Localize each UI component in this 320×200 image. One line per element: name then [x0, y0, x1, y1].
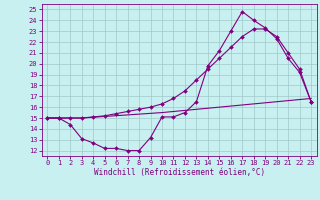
X-axis label: Windchill (Refroidissement éolien,°C): Windchill (Refroidissement éolien,°C) — [94, 168, 265, 177]
